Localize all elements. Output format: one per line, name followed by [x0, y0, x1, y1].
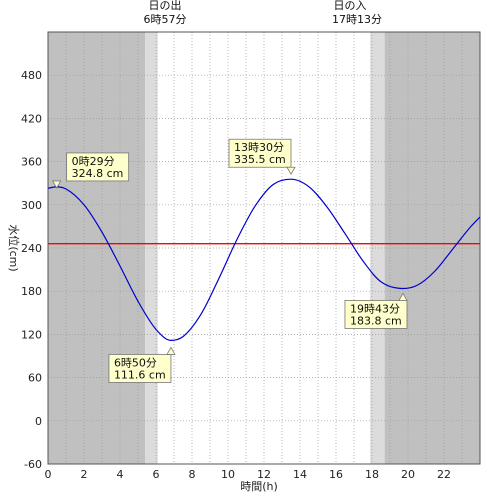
tide-series-line	[47, 178, 481, 342]
y-tick-label: 480	[21, 69, 42, 82]
x-tick-label: 6	[153, 468, 160, 481]
callout-level: 324.8 cm	[72, 167, 124, 180]
x-tick-label: 8	[189, 468, 196, 481]
callout-pointer	[166, 346, 176, 355]
callout-time: 0時29分	[72, 155, 115, 168]
callout-time: 13時30分	[234, 141, 284, 154]
plot-frame	[47, 31, 481, 465]
callout-level: 111.6 cm	[114, 368, 166, 381]
callout-level: 335.5 cm	[234, 153, 286, 166]
x-tick-label: 4	[117, 468, 124, 481]
x-tick-label: 12	[257, 468, 271, 481]
x-tick-label: 10	[221, 468, 235, 481]
sunset-time: 17時13分	[332, 13, 382, 26]
x-tick-label: 14	[293, 468, 307, 481]
x-tick-label: 2	[81, 468, 88, 481]
callout-box	[228, 138, 292, 168]
callout-pointer	[286, 166, 296, 176]
y-tick-label: 120	[21, 328, 42, 341]
callout-box	[66, 152, 130, 182]
sunrise-label: 日の出	[149, 0, 182, 12]
x-tick-label: 20	[401, 468, 415, 481]
x-tick-label: 22	[437, 468, 451, 481]
callout-pointer	[51, 180, 62, 189]
y-tick-label: -60	[24, 458, 42, 471]
y-tick-label: 0	[35, 415, 42, 428]
y-tick-label: 420	[21, 112, 42, 125]
callout-box	[344, 300, 408, 329]
y-axis-label: 水位(cm)	[7, 224, 21, 271]
y-tick-label: 360	[21, 156, 42, 169]
callout-pointer	[398, 292, 408, 301]
y-tick-label: 180	[21, 285, 42, 298]
twilight-band-1	[370, 32, 385, 464]
y-tick-label: 300	[21, 199, 42, 212]
x-tick-label: 18	[365, 468, 379, 481]
callout-time: 19時43分	[350, 302, 400, 315]
sunrise-time: 6時57分	[144, 13, 187, 26]
callout-box	[108, 354, 172, 383]
x-tick-label: 0	[45, 468, 52, 481]
x-axis-label: 時間(h)	[240, 480, 278, 493]
callout-time: 6時50分	[114, 356, 157, 369]
sunset-label: 日の入	[334, 0, 367, 12]
y-tick-label: 60	[28, 372, 42, 385]
x-tick-label: 16	[329, 468, 343, 481]
callout-level: 183.8 cm	[350, 314, 402, 327]
y-tick-label: 240	[21, 242, 42, 255]
